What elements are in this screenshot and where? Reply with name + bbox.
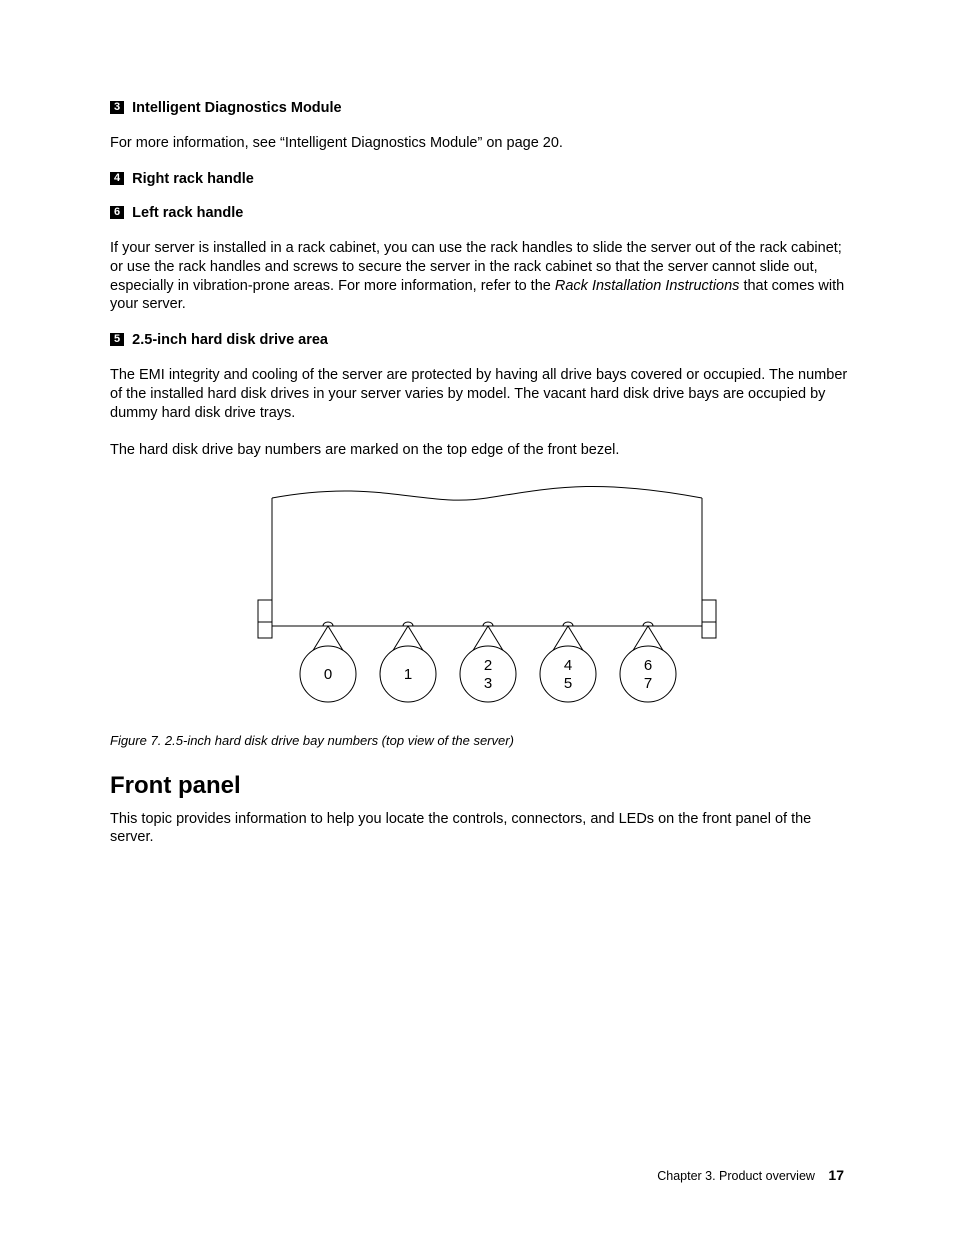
- heading-front-panel: Front panel: [110, 772, 850, 800]
- callout-label: 2.5-inch hard disk drive area: [132, 332, 328, 348]
- svg-text:3: 3: [484, 675, 492, 692]
- figure-hdd-bays: 0 1 23 45 67: [110, 478, 850, 723]
- callout-number: 6: [110, 206, 124, 219]
- paragraph-rack-handles: If your server is installed in a rack ca…: [110, 239, 850, 314]
- footer-page-number: 17: [828, 1167, 844, 1183]
- callout-hdd-area: 5 2.5-inch hard disk drive area: [110, 332, 850, 348]
- callout-label: Intelligent Diagnostics Module: [132, 100, 341, 116]
- footer-chapter: Chapter 3. Product overview: [657, 1169, 815, 1183]
- svg-text:7: 7: [644, 675, 652, 692]
- paragraph-emi: The EMI integrity and cooling of the ser…: [110, 366, 850, 423]
- figure-caption: Figure 7. 2.5-inch hard disk drive bay n…: [110, 733, 850, 748]
- hdd-bay-diagram: 0 1 23 45 67: [110, 478, 850, 718]
- svg-text:1: 1: [404, 666, 412, 683]
- svg-text:0: 0: [324, 666, 332, 683]
- callout-number: 3: [110, 101, 124, 114]
- paragraph-idm-info: For more information, see “Intelligent D…: [110, 134, 850, 153]
- callout-number: 5: [110, 333, 124, 346]
- page-footer: Chapter 3. Product overview 17: [657, 1167, 844, 1183]
- paragraph-front-panel-intro: This topic provides information to help …: [110, 810, 850, 848]
- svg-text:4: 4: [564, 657, 572, 674]
- callout-label: Left rack handle: [132, 205, 243, 221]
- callout-label: Right rack handle: [132, 171, 254, 187]
- paragraph-bay-numbers: The hard disk drive bay numbers are mark…: [110, 441, 850, 460]
- callout-right-handle: 4 Right rack handle: [110, 171, 850, 187]
- callout-left-handle: 6 Left rack handle: [110, 205, 850, 221]
- svg-text:6: 6: [644, 657, 652, 674]
- svg-text:5: 5: [564, 675, 572, 692]
- callout-idm: 3 Intelligent Diagnostics Module: [110, 100, 850, 116]
- svg-text:2: 2: [484, 657, 492, 674]
- callout-number: 4: [110, 172, 124, 185]
- page-content: 3 Intelligent Diagnostics Module For mor…: [110, 100, 850, 865]
- text-italic: Rack Installation Instructions: [555, 278, 740, 294]
